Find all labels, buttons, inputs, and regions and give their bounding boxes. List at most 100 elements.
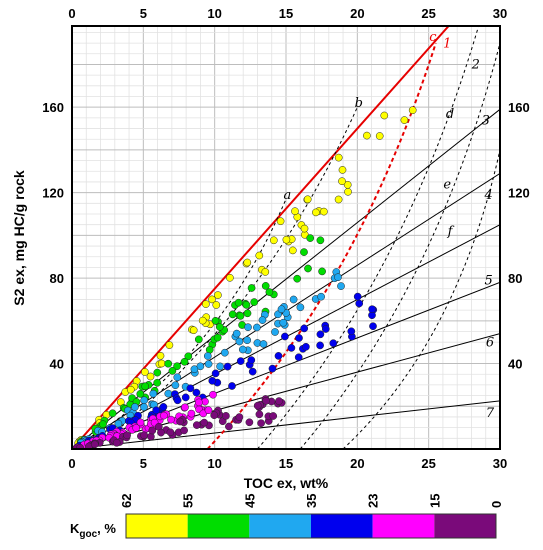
line-label-4: 4 (483, 188, 492, 203)
data-point (195, 398, 203, 407)
data-point (262, 396, 270, 405)
data-point (157, 428, 165, 437)
line-label-6: 6 (486, 335, 494, 350)
x-top-tick-label: 20 (350, 6, 364, 21)
x-top-tick-label: 10 (207, 6, 221, 21)
data-point (164, 389, 173, 398)
data-point (211, 316, 220, 325)
x-top-tick-label: 30 (493, 6, 507, 21)
data-point (334, 195, 343, 204)
ratio-line-7 (72, 400, 500, 449)
data-point (136, 418, 145, 427)
data-point (303, 195, 312, 204)
data-point (160, 411, 168, 420)
data-point (304, 264, 312, 273)
data-point (173, 396, 182, 405)
data-point (245, 418, 254, 427)
data-point (204, 360, 213, 368)
data-point (258, 316, 267, 324)
x-top-tick-label: 0 (68, 6, 75, 21)
data-point (353, 292, 362, 301)
data-point (90, 440, 99, 449)
x-tick-label: 10 (207, 456, 221, 471)
data-point (132, 424, 141, 432)
colorbar-tick-label: 23 (366, 494, 381, 508)
curve-label-d: d (446, 107, 454, 122)
data-point (211, 369, 220, 378)
data-point (167, 415, 175, 424)
x-top-tick-label: 25 (421, 6, 435, 21)
curve-label-a: a (284, 188, 292, 203)
y-tick-label: 120 (42, 186, 64, 201)
data-point (212, 301, 221, 309)
x-tick-label: 30 (493, 456, 507, 471)
data-point (338, 166, 347, 174)
data-point (146, 372, 155, 381)
data-point (181, 393, 190, 402)
data-point (253, 401, 262, 410)
data-point (375, 132, 384, 140)
ratio-line-1 (72, 26, 450, 449)
maturity-curve-d (257, 26, 480, 449)
data-point (337, 282, 345, 290)
y-tick-label: 80 (50, 271, 64, 286)
data-point (312, 208, 320, 217)
data-point (200, 418, 209, 427)
data-point (228, 382, 236, 390)
y-axis-label: S2 ex, mg HC/g rock (11, 170, 27, 306)
data-point (209, 390, 217, 399)
data-point (247, 356, 256, 364)
data-point (269, 236, 278, 245)
maturity-curve-e (299, 42, 500, 449)
data-point (204, 406, 213, 415)
data-point (257, 419, 265, 428)
data-point (213, 333, 222, 342)
data-point (76, 443, 84, 449)
data-point (131, 403, 139, 411)
data-point (316, 236, 325, 245)
data-point (277, 305, 286, 314)
data-point (243, 336, 252, 345)
data-point (317, 292, 325, 301)
colorbar-segment (126, 514, 188, 538)
data-point (250, 298, 259, 306)
data-point (181, 403, 189, 412)
colorbar-segment (187, 514, 250, 538)
data-point (253, 323, 261, 332)
data-point (343, 180, 352, 189)
data-point (214, 291, 222, 299)
curve-label-b: b (355, 96, 363, 111)
data-point (316, 341, 324, 350)
data-point (316, 330, 325, 339)
colorbar-segment (249, 514, 311, 538)
data-point (408, 106, 417, 115)
x-axis-label: TOC ex, wt% (244, 475, 329, 491)
data-point (368, 305, 376, 314)
data-point (141, 382, 150, 391)
data-point (282, 235, 291, 244)
data-point (400, 116, 409, 124)
data-point (226, 273, 234, 282)
data-point (274, 352, 283, 360)
data-point (276, 217, 285, 226)
x-top-tick-label: 5 (140, 6, 147, 21)
data-point (216, 362, 224, 371)
data-point (228, 310, 237, 319)
data-point (210, 411, 219, 420)
data-point (153, 368, 162, 377)
data-point (235, 413, 244, 421)
data-point (225, 422, 233, 431)
data-point (363, 131, 371, 140)
x-tick-label: 0 (68, 456, 75, 471)
data-point (265, 288, 274, 296)
data-point (176, 417, 184, 426)
data-point (157, 359, 166, 368)
y-right-tick-label: 120 (508, 186, 530, 201)
data-point (281, 332, 289, 341)
data-point (140, 396, 149, 405)
y-right-tick-label: 40 (508, 357, 522, 372)
data-point (99, 420, 107, 429)
curve-label-f: f (447, 224, 455, 239)
